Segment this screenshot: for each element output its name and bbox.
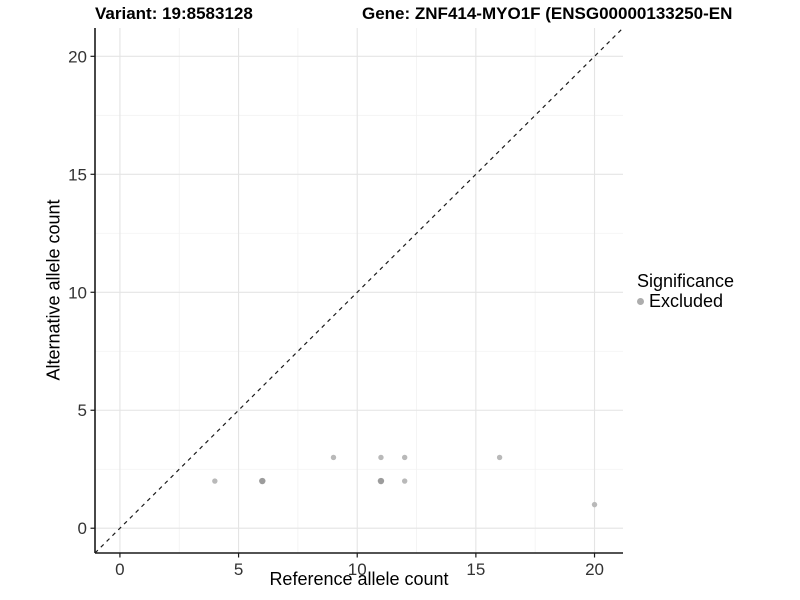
legend-point-icon: [637, 298, 644, 305]
data-point: [401, 454, 408, 461]
y-tick-label: 10: [68, 283, 87, 302]
legend-item-excluded: Excluded: [637, 292, 734, 311]
y-tick-label: 5: [78, 401, 87, 420]
y-tick-label: 15: [68, 165, 87, 184]
legend-item-label: Excluded: [649, 291, 724, 311]
y-axis-title: Alternative allele count: [43, 199, 64, 381]
y-tick-label: 0: [78, 519, 87, 538]
data-point: [401, 478, 408, 484]
data-point: [378, 454, 384, 461]
x-tick-label: 0: [115, 560, 124, 579]
data-point: [377, 477, 385, 485]
data-point: [259, 477, 266, 485]
legend-title: Significance: [637, 271, 735, 291]
x-tick-label: 20: [585, 560, 604, 579]
legend: Significance Excluded: [637, 272, 734, 311]
identity-dashed-line: [94, 27, 624, 554]
x-tick-label: 10: [348, 560, 367, 579]
x-tick-label: 5: [234, 560, 243, 579]
x-axis-title: Reference allele count: [269, 569, 449, 589]
plot-title-variant: Variant: 19:8583128: [95, 4, 253, 23]
data-point: [212, 478, 218, 484]
x-tick-label: 15: [466, 560, 485, 579]
y-tick-label: 20: [68, 47, 87, 66]
plot-title-gene: Gene: ZNF414-MYO1F (ENSG00000133250-EN: [362, 4, 733, 23]
data-point: [330, 454, 337, 461]
data-point: [591, 501, 598, 508]
data-point: [496, 454, 503, 461]
